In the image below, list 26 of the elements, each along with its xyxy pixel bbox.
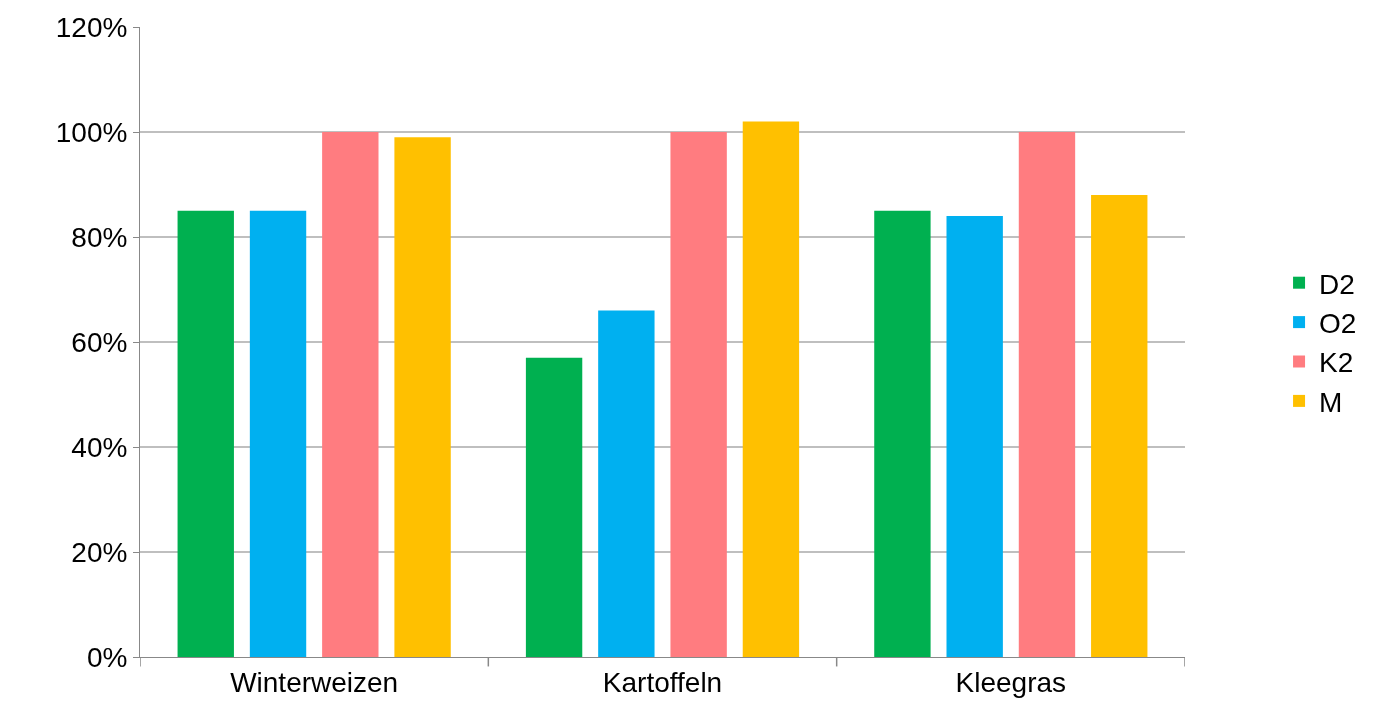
bar [1018,132,1076,657]
bar [1091,195,1148,657]
y-tick-label: 60% [71,326,128,358]
bar [322,132,379,657]
legend-label: O2 [1319,308,1357,340]
bar [249,210,307,657]
legend-label: K2 [1319,347,1354,379]
bar [670,132,727,657]
x-tick-label: Kartoffeln [602,666,723,698]
bar [525,357,583,657]
y-tick-label: 0% [86,641,128,673]
x-tick-label: Kleegras [955,666,1067,698]
y-tick-label: 120% [55,11,128,43]
y-tick-label: 20% [71,536,128,568]
bar [874,210,931,657]
bar [598,310,655,657]
bar [394,137,451,657]
legend-label: M [1319,386,1343,418]
bar [742,121,800,657]
x-tick-label: Winterweizen [230,666,399,698]
y-tick-label: 100% [55,116,128,148]
bar [946,216,1003,657]
y-tick-label: 80% [71,221,128,253]
legend-label: D2 [1319,268,1355,300]
y-tick-label: 40% [71,431,128,463]
bar [177,210,234,657]
